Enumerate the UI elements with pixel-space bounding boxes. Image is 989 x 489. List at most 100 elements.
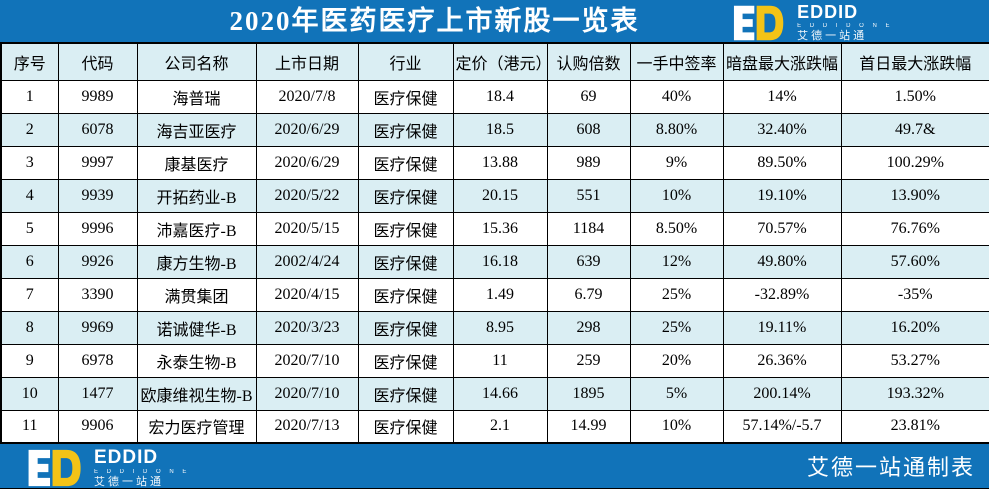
- column-header: 首日最大涨跌幅: [840, 42, 989, 81]
- table-cell: 9997: [57, 145, 138, 180]
- eddid-logo-subtitle: E D D I D O N E: [94, 469, 190, 475]
- table-cell: 32.40%: [722, 112, 842, 147]
- table-cell: 25%: [629, 277, 724, 312]
- column-header: 公司名称: [136, 42, 257, 81]
- table-cell: 200.14%: [722, 376, 842, 411]
- column-header: 行业: [357, 42, 454, 81]
- table-wrap: 序号 代码 公司名称 上市日期 行业 定价（港元） 认购倍数 一手中签率 暗盘最大涨跌幅 首日最大…: [0, 42, 989, 444]
- table-cell: 医疗保健: [357, 178, 454, 213]
- table-cell: 989: [546, 145, 631, 180]
- table-cell: 11: [452, 343, 548, 378]
- table-cell: 8: [0, 310, 59, 345]
- table-cell: 1.50%: [840, 79, 989, 114]
- table-cell: 639: [546, 244, 631, 279]
- eddid-monogram-icon: [734, 5, 784, 40]
- table-cell: 6.79: [546, 277, 631, 312]
- table-cell: 欧康维视生物-B: [136, 376, 257, 411]
- table-cell: 3390: [57, 277, 138, 312]
- table-cell: 18.4: [452, 79, 548, 114]
- table-cell: 19.10%: [722, 178, 842, 213]
- table-cell: 13.90%: [840, 178, 989, 213]
- table-cell: 海吉亚医疗: [136, 112, 257, 147]
- table-cell: 9: [0, 343, 59, 378]
- table-cell: 9989: [57, 79, 138, 114]
- eddid-logo-name: EDDID: [94, 447, 159, 468]
- table-cell: 2020/6/29: [255, 112, 359, 147]
- table-cell: 永泰生物-B: [136, 343, 257, 378]
- title-bar: 2020年医药医疗上市新股一览表 EDDID E D D I D O N E 艾…: [0, 0, 989, 42]
- table-cell: 25%: [629, 310, 724, 345]
- table-row: 7 3390 满贯集团 2020/4/15 医疗保健 1.49 6.79 25% -32.89%…: [0, 277, 989, 312]
- table-row: 11 9906 宏力医疗管理 2020/7/13 医疗保健 2.1 14.99 10% 57.1…: [0, 409, 989, 444]
- table-cell: 40%: [629, 79, 724, 114]
- table-cell: 2002/4/24: [255, 244, 359, 279]
- table-cell: 6978: [57, 343, 138, 378]
- table-cell: 14.99: [546, 409, 631, 444]
- table-cell: 608: [546, 112, 631, 147]
- table-row: 2 6078 海吉亚医疗 2020/6/29 医疗保健 18.5 608 8.80% 32.40…: [0, 112, 989, 147]
- table-cell: 298: [546, 310, 631, 345]
- footer-bar: EDDID E D D I D O N E 艾德一站通 艾德一站通制表: [0, 444, 989, 489]
- table-row: 1 9989 海普瑞 2020/7/8 医疗保健 18.4 69 40% 14% 1.50%: [0, 79, 989, 114]
- table-cell: 满贯集团: [136, 277, 257, 312]
- column-header: 代码: [57, 42, 138, 81]
- table-cell: 20%: [629, 343, 724, 378]
- table-row: 4 9939 开拓药业-B 2020/5/22 医疗保健 20.15 551 10% 19.10…: [0, 178, 989, 213]
- table-cell: 53.27%: [840, 343, 989, 378]
- table-row: 8 9969 诺诚健华-B 2020/3/23 医疗保健 8.95 298 25% 19.11%…: [0, 310, 989, 345]
- table-cell: 193.32%: [840, 376, 989, 411]
- table-cell: 1477: [57, 376, 138, 411]
- table-cell: 10: [0, 376, 59, 411]
- table-cell: 医疗保健: [357, 277, 454, 312]
- page-title: 2020年医药医疗上市新股一览表: [229, 6, 640, 36]
- table-cell: 3: [0, 145, 59, 180]
- table-cell: 70.57%: [722, 211, 842, 246]
- table-cell: -32.89%: [722, 277, 842, 312]
- table-cell: 康方生物-B: [136, 244, 257, 279]
- credit-text: 艾德一站通制表: [806, 455, 975, 480]
- table-cell: 康基医疗: [136, 145, 257, 180]
- eddid-logo-top: EDDID E D D I D O N E 艾德一站通: [729, 3, 893, 42]
- table-row: 6 9926 康方生物-B 2002/4/24 医疗保健 16.18 639 12% 49.80…: [0, 244, 989, 279]
- eddid-logo-text: EDDID E D D I D O N E 艾德一站通: [94, 448, 190, 488]
- column-header: 序号: [0, 42, 59, 81]
- table-cell: 2020/7/10: [255, 343, 359, 378]
- column-header: 认购倍数: [546, 42, 631, 81]
- table-cell: 2020/7/10: [255, 376, 359, 411]
- table-cell: 2020/6/29: [255, 145, 359, 180]
- table-cell: 医疗保健: [357, 79, 454, 114]
- table-cell: 1184: [546, 211, 631, 246]
- eddid-logo-chinese: 艾德一站通: [94, 476, 164, 488]
- table-cell: 开拓药业-B: [136, 178, 257, 213]
- table-row: 10 1477 欧康维视生物-B 2020/7/10 医疗保健 14.66 1895 5% 20…: [0, 376, 989, 411]
- table-cell: 9%: [629, 145, 724, 180]
- table-cell: 10%: [629, 409, 724, 444]
- table-cell: 14.66: [452, 376, 548, 411]
- table-cell: 6: [0, 244, 59, 279]
- table-cell: 76.76%: [840, 211, 989, 246]
- table-row: 5 9996 沛嘉医疗-B 2020/5/15 医疗保健 15.36 1184 8.50% 70…: [0, 211, 989, 246]
- table-cell: 89.50%: [722, 145, 842, 180]
- table-cell: 8.80%: [629, 112, 724, 147]
- table-cell: 23.81%: [840, 409, 989, 444]
- table-cell: -35%: [840, 277, 989, 312]
- table-cell: 医疗保健: [357, 376, 454, 411]
- table-cell: 医疗保健: [357, 244, 454, 279]
- table-cell: 57.60%: [840, 244, 989, 279]
- table-cell: 医疗保健: [357, 343, 454, 378]
- table-cell: 49.7&: [840, 112, 989, 147]
- table-cell: 2020/7/13: [255, 409, 359, 444]
- table-cell: 5: [0, 211, 59, 246]
- table-cell: 医疗保健: [357, 112, 454, 147]
- table-body: 1 9989 海普瑞 2020/7/8 医疗保健 18.4 69 40% 14% 1.50% 2 60…: [0, 79, 989, 444]
- table-cell: 6078: [57, 112, 138, 147]
- table-cell: 2020/3/23: [255, 310, 359, 345]
- table-cell: 9939: [57, 178, 138, 213]
- table-cell: 9906: [57, 409, 138, 444]
- eddid-logo-name: EDDID: [797, 2, 859, 22]
- table-cell: 医疗保健: [357, 310, 454, 345]
- ipo-table: 序号 代码 公司名称 上市日期 行业 定价（港元） 认购倍数 一手中签率 暗盘最大涨跌幅 首日最大…: [0, 42, 989, 444]
- column-header: 暗盘最大涨跌幅: [722, 42, 842, 81]
- table-cell: 10%: [629, 178, 724, 213]
